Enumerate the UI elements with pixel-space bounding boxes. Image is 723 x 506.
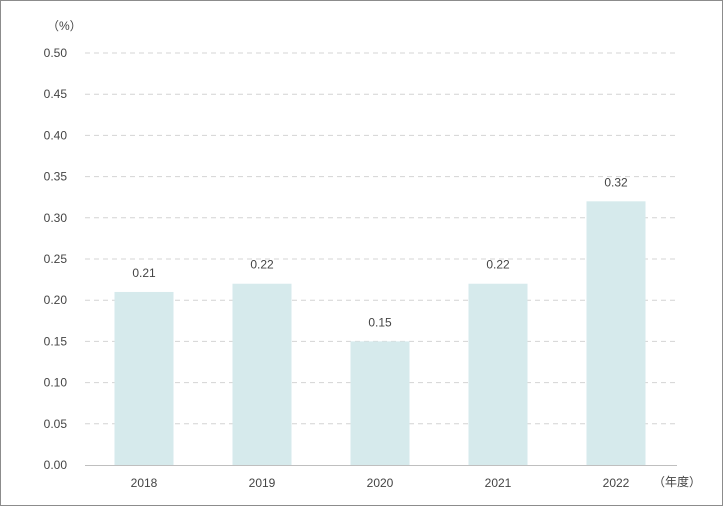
y-tick-label: 0.45	[44, 87, 68, 101]
y-tick-labels: 0.00 0.05 0.10 0.15 0.20 0.25 0.30 0.35 0.40 0.45…	[44, 46, 68, 472]
x-tick-labels: 2018 2019 2020 2021 2022	[131, 476, 630, 490]
y-tick-label: 0.20	[44, 293, 68, 307]
x-tick-label: 2020	[367, 476, 394, 490]
y-tick-label: 0.10	[44, 376, 68, 390]
y-tick-label: 0.15	[44, 334, 68, 348]
bar	[468, 283, 528, 465]
data-label: 0.22	[486, 258, 510, 272]
data-label: 0.22	[250, 258, 274, 272]
bar	[586, 201, 646, 465]
bar	[232, 283, 292, 465]
y-unit-label: （%）	[47, 19, 82, 33]
data-label: 0.32	[604, 175, 628, 189]
x-tick-label: 2019	[249, 476, 276, 490]
x-tick-label: 2021	[485, 476, 512, 490]
y-tick-label: 0.05	[44, 417, 68, 431]
y-tick-label: 0.00	[44, 458, 68, 472]
data-label: 0.21	[132, 266, 156, 280]
bars	[114, 201, 646, 465]
value-labels: 0.21 0.22 0.15 0.22 0.32	[132, 175, 628, 329]
x-unit-label: （年度）	[653, 474, 701, 489]
y-tick-label: 0.35	[44, 170, 68, 184]
y-tick-label: 0.30	[44, 211, 68, 225]
bar	[114, 291, 174, 465]
y-tick-label: 0.40	[44, 128, 68, 142]
data-label: 0.15	[368, 315, 392, 329]
y-tick-label: 0.25	[44, 252, 68, 266]
x-tick-label: 2018	[131, 476, 158, 490]
y-tick-label: 0.50	[44, 46, 68, 60]
x-tick-label: 2022	[603, 476, 630, 490]
bar	[350, 341, 410, 465]
